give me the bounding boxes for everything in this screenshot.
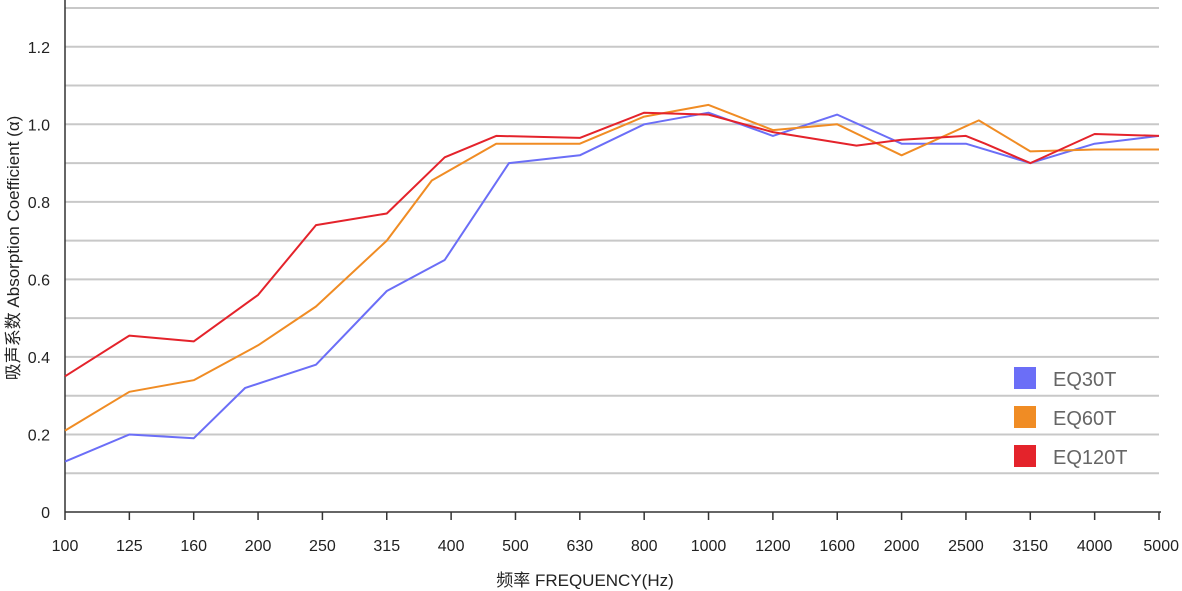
y-tick-label: 0 — [41, 505, 50, 522]
legend: EQ30T EQ60T EQ120T — [1014, 367, 1127, 469]
series-line-eq60t — [64, 103, 1159, 432]
x-tick-label: 2500 — [948, 538, 984, 555]
series-line-eq120t — [64, 111, 1160, 378]
x-tick-label: 4000 — [1077, 538, 1113, 555]
y-tick-label: 1.2 — [28, 40, 50, 57]
series-lines — [64, 103, 1160, 463]
legend-swatch-eq30t — [1014, 367, 1036, 389]
x-tick-label: 2000 — [884, 538, 920, 555]
axes — [64, 0, 1161, 520]
series-line-eq30t — [64, 111, 1160, 463]
x-tick-label: 630 — [566, 538, 593, 555]
y-tick-label: 0.8 — [28, 195, 50, 212]
legend-swatch-eq60t — [1014, 406, 1036, 428]
legend-swatch-eq120t — [1014, 445, 1036, 467]
x-tick-label: 400 — [438, 538, 465, 555]
x-tick-label: 160 — [180, 538, 207, 555]
y-tick-label: 0.4 — [28, 350, 50, 367]
legend-label-eq60t: EQ60T — [1053, 408, 1116, 430]
x-tick-label: 1000 — [691, 538, 727, 555]
x-tick-label: 5000 — [1143, 538, 1179, 555]
y-tick-labels: 0 0.2 0.4 0.6 0.8 1.0 1.2 — [28, 40, 50, 522]
y-axis-title: 吸声系数 Absorption Coefficient (α) — [4, 116, 23, 381]
x-tick-label: 800 — [631, 538, 658, 555]
x-axis-title: 频率 FREQUENCY(Hz) — [496, 571, 674, 590]
legend-label-eq120t: EQ120T — [1053, 447, 1127, 469]
y-tick-label: 1.0 — [28, 117, 50, 134]
gridlines — [65, 7, 1159, 475]
x-tick-label: 500 — [502, 538, 529, 555]
x-tick-label: 250 — [309, 538, 336, 555]
x-tick-label: 1200 — [755, 538, 791, 555]
x-tick-label: 3150 — [1012, 538, 1048, 555]
x-tick-label: 315 — [373, 538, 400, 555]
y-tick-label: 0.2 — [28, 427, 50, 444]
y-tick-label: 0.6 — [28, 272, 50, 289]
legend-label-eq30t: EQ30T — [1053, 369, 1116, 391]
x-tick-label: 1600 — [819, 538, 855, 555]
x-tick-labels: 100 125 160 200 250 315 400 500 630 800 1000 1200 16… — [52, 538, 1179, 555]
x-tick-label: 100 — [52, 538, 79, 555]
x-tick-label: 200 — [245, 538, 272, 555]
x-tick-label: 125 — [116, 538, 143, 555]
